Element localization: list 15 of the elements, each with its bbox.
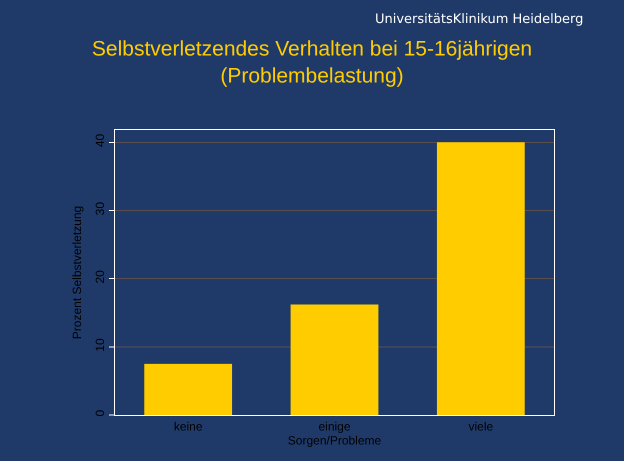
text: UniversitätsKlinikum Heidelberg bbox=[375, 12, 584, 27]
bar bbox=[144, 364, 232, 415]
x-tick-label: keine bbox=[174, 419, 203, 434]
y-tick-label: 30 bbox=[93, 202, 108, 216]
y-tick-label: 40 bbox=[93, 133, 108, 148]
y-tick-label: 20 bbox=[93, 270, 108, 284]
x-tick-label: viele bbox=[468, 419, 494, 434]
y-axis-title: Prozent Selbstverletzung bbox=[70, 206, 84, 340]
x-tick-label: einige bbox=[318, 419, 351, 434]
bar bbox=[436, 142, 525, 415]
y-tick-label: 10 bbox=[93, 338, 108, 352]
chart-title: Selbstverletzendes Verhalten bei 15-16jährigen (Problembelastung) bbox=[92, 37, 532, 88]
bar bbox=[290, 304, 378, 415]
x-axis-title: Sorgen/Probleme bbox=[288, 433, 382, 448]
y-tick-label: 0 bbox=[93, 410, 108, 417]
